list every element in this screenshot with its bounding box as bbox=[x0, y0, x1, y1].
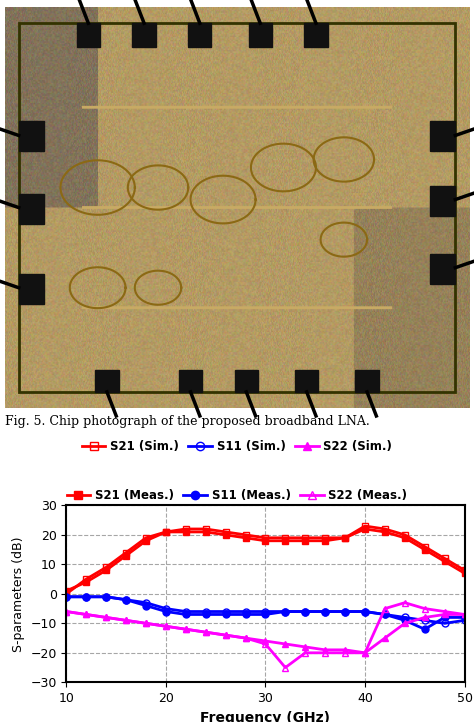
Bar bbox=[132, 23, 155, 47]
Legend: S21 (Meas.), S11 (Meas.), S22 (Meas.): S21 (Meas.), S11 (Meas.), S22 (Meas.) bbox=[62, 484, 412, 507]
Bar bbox=[430, 253, 456, 284]
Text: Fig. 5. Chip photograph of the proposed broadband LNA.: Fig. 5. Chip photograph of the proposed … bbox=[5, 415, 370, 428]
Bar bbox=[179, 370, 202, 392]
Bar bbox=[18, 193, 44, 224]
Bar bbox=[95, 370, 118, 392]
Bar bbox=[188, 23, 211, 47]
Bar bbox=[235, 370, 258, 392]
X-axis label: Frequency (GHz): Frequency (GHz) bbox=[201, 710, 330, 722]
Bar bbox=[248, 23, 272, 47]
Bar bbox=[77, 23, 100, 47]
Bar bbox=[430, 186, 456, 216]
Y-axis label: S-parameters (dB): S-parameters (dB) bbox=[12, 536, 25, 651]
Bar bbox=[356, 370, 379, 392]
Bar bbox=[18, 274, 44, 304]
Bar bbox=[430, 121, 456, 152]
Bar bbox=[304, 23, 328, 47]
Bar bbox=[295, 370, 319, 392]
Bar bbox=[18, 121, 44, 152]
